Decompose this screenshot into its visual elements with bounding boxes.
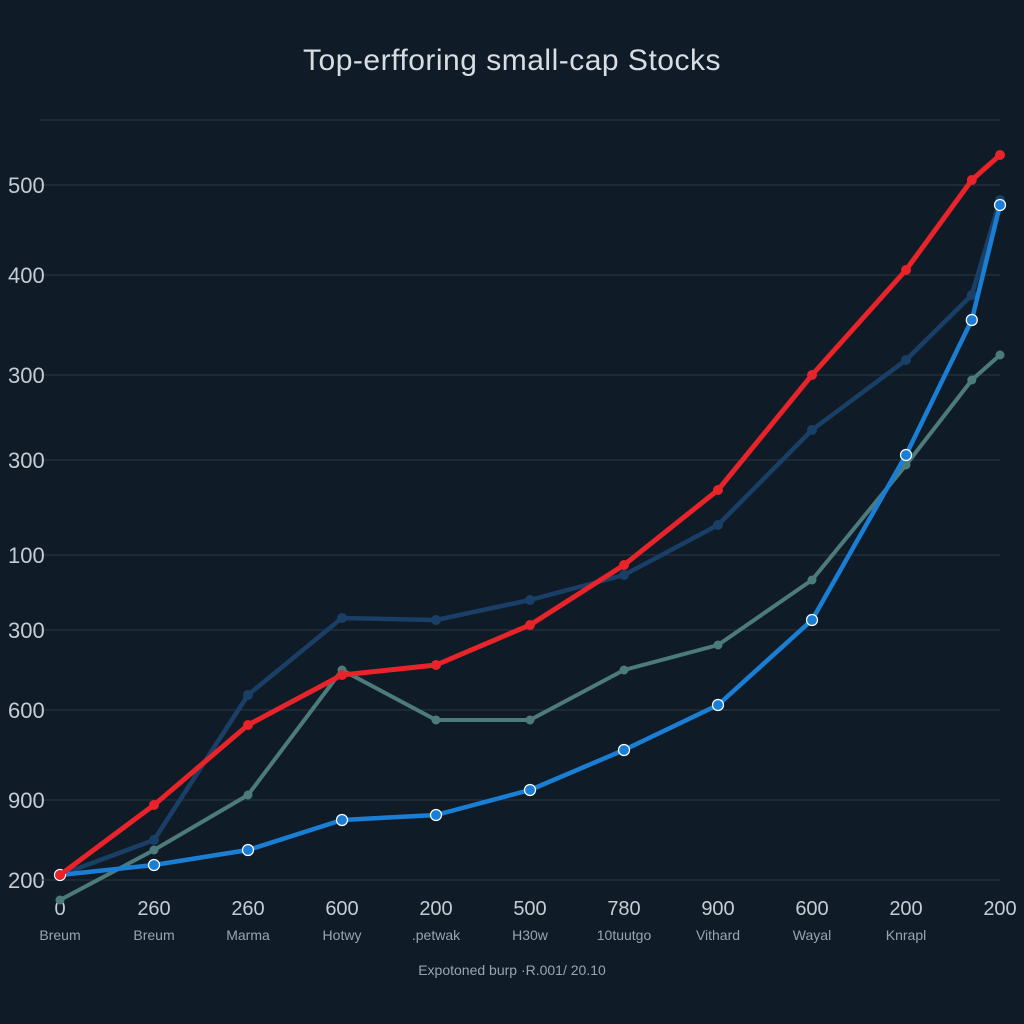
series-darkblue-marker	[243, 690, 253, 700]
line-chart-svg: 5004003003001003006009002000Breum260Breu…	[0, 0, 1024, 1024]
series-teal-marker	[432, 716, 441, 725]
x-axis-label: 200	[983, 898, 1016, 920]
series-red-marker	[55, 870, 65, 880]
series-red-marker	[337, 670, 347, 680]
x-axis-sublabel: Vithard	[696, 927, 740, 943]
series-brightblue-marker	[525, 785, 536, 796]
x-axis-sublabel: Breum	[133, 927, 174, 943]
series-brightblue-marker	[995, 200, 1006, 211]
series-darkblue-marker	[337, 613, 347, 623]
series-brightblue-marker	[966, 315, 977, 326]
series-red-marker	[901, 265, 911, 275]
series-teal-marker	[808, 576, 817, 585]
series-brightblue-marker	[149, 860, 160, 871]
series-darkblue-marker	[901, 355, 911, 365]
x-axis-sublabel: .petwak	[412, 927, 461, 943]
x-axis-label: 260	[231, 898, 264, 920]
series-teal-marker	[56, 896, 65, 905]
x-axis-sublabel: H30w	[512, 927, 549, 943]
series-brightblue-marker	[619, 745, 630, 756]
series-brightblue-marker	[431, 810, 442, 821]
x-axis-label: 200	[889, 898, 922, 920]
y-axis-label: 300	[8, 363, 45, 388]
y-axis-label: 300	[8, 618, 45, 643]
x-axis-label: 600	[795, 898, 828, 920]
series-teal-marker	[526, 716, 535, 725]
series-brightblue-marker	[713, 700, 724, 711]
x-axis-sublabel: 10tuutgo	[597, 927, 652, 943]
x-axis-sublabel: Knrapl	[886, 927, 926, 943]
series-teal-marker	[967, 376, 976, 385]
series-red-marker	[525, 620, 535, 630]
y-axis-label: 300	[8, 448, 45, 473]
y-axis-label: 500	[8, 173, 45, 198]
x-axis-label: 200	[419, 898, 452, 920]
series-darkblue-marker	[149, 835, 159, 845]
series-red-marker	[431, 660, 441, 670]
chart-caption: Expotoned burp ·R.001/ 20.10	[418, 962, 606, 978]
series-red-marker	[619, 560, 629, 570]
series-red-marker	[149, 800, 159, 810]
x-axis-label: 600	[325, 898, 358, 920]
chart-container: 5004003003001003006009002000Breum260Breu…	[0, 0, 1024, 1024]
x-axis-label: 500	[513, 898, 546, 920]
x-axis-label: 780	[607, 898, 640, 920]
y-axis-label: 600	[8, 698, 45, 723]
series-teal-marker	[714, 641, 723, 650]
series-brightblue-marker	[337, 815, 348, 826]
series-brightblue-marker	[243, 845, 254, 856]
series-teal-marker	[620, 666, 629, 675]
series-teal-marker	[996, 351, 1005, 360]
series-darkblue-marker	[807, 425, 817, 435]
y-axis-label: 900	[8, 788, 45, 813]
x-axis-sublabel: Hotwy	[323, 927, 362, 943]
x-axis-label: 900	[701, 898, 734, 920]
series-teal-marker	[244, 791, 253, 800]
series-teal-marker	[150, 846, 159, 855]
series-darkblue-marker	[431, 615, 441, 625]
x-axis-sublabel: Breum	[39, 927, 80, 943]
series-red-marker	[713, 485, 723, 495]
series-darkblue-marker	[619, 570, 629, 580]
series-red-marker	[243, 720, 253, 730]
series-red-marker	[967, 175, 977, 185]
x-axis-label: 260	[137, 898, 170, 920]
y-axis-label: 200	[8, 868, 45, 893]
series-red-marker	[995, 150, 1005, 160]
x-axis-sublabel: Marma	[226, 927, 270, 943]
y-axis-label: 400	[8, 263, 45, 288]
series-darkblue-marker	[713, 520, 723, 530]
series-brightblue-marker	[901, 450, 912, 461]
series-brightblue-marker	[807, 615, 818, 626]
series-darkblue-marker	[525, 595, 535, 605]
x-axis-sublabel: Wayal	[793, 927, 831, 943]
chart-title: Top-erfforing small-cap Stocks	[303, 44, 721, 77]
series-red-marker	[807, 370, 817, 380]
y-axis-label: 100	[8, 543, 45, 568]
